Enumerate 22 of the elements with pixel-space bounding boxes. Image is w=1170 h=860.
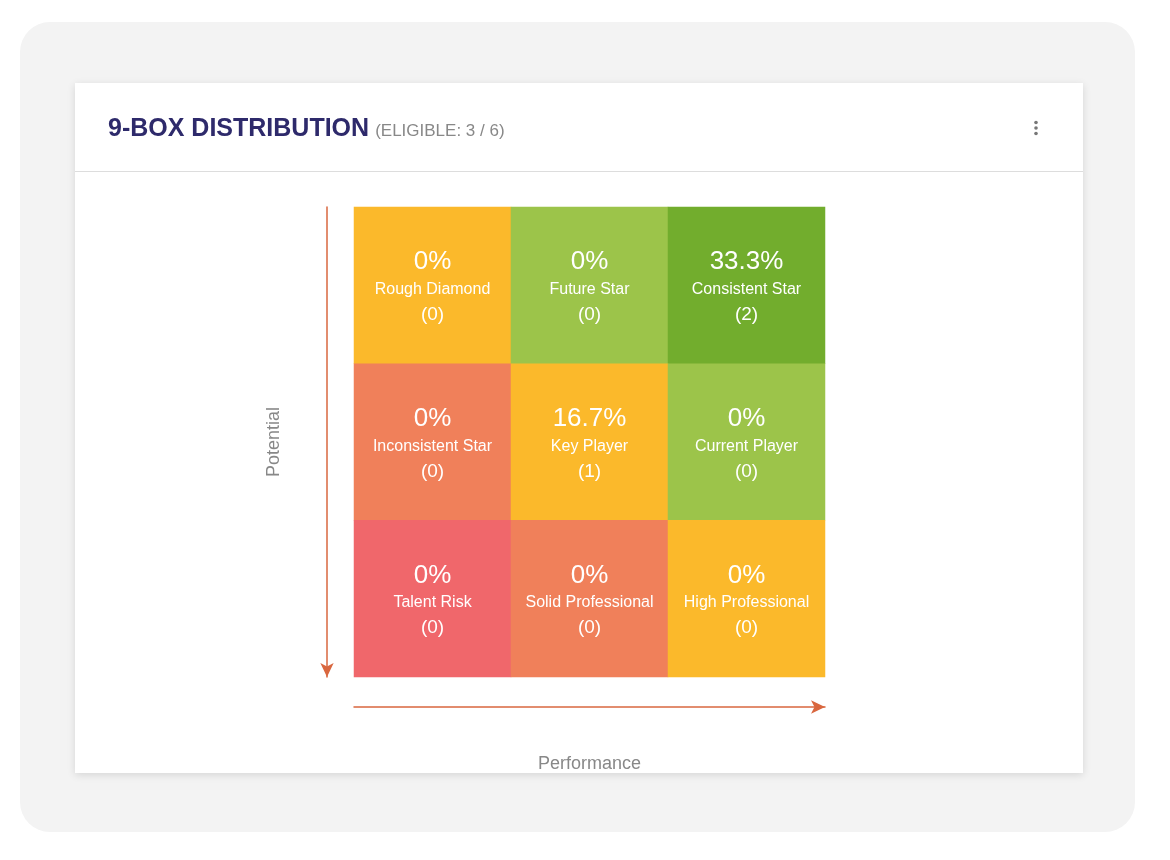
data-label: 0% bbox=[570, 558, 609, 589]
annotation: Solid Professional (0) bbox=[525, 593, 654, 638]
data-label: 0% bbox=[413, 402, 452, 432]
data-label: 0% bbox=[570, 245, 609, 276]
data-label: 16.7% bbox=[552, 402, 627, 432]
data-label: 0% bbox=[413, 245, 452, 276]
y-axis-title: Potential bbox=[263, 406, 283, 478]
annotation: Rough Diamond (0) bbox=[374, 279, 491, 324]
annotation: High Professional (0) bbox=[683, 593, 810, 638]
chart-title: 9-BOX DISTRIBUTION bbox=[108, 113, 370, 141]
data-label: 0% bbox=[727, 558, 766, 589]
annotation: Inconsistent Star (0) bbox=[372, 436, 493, 481]
chart-subtitle: (ELIGIBLE: 3 / 6) bbox=[375, 121, 505, 140]
annotation: Talent Risk (0) bbox=[393, 593, 473, 638]
x-axis-title: Performance bbox=[537, 753, 642, 773]
data-label: 0% bbox=[413, 558, 452, 589]
annotation: Consistent Star (2) bbox=[691, 279, 802, 324]
data-label: 33.3% bbox=[709, 245, 784, 276]
data-label: 0% bbox=[727, 402, 766, 432]
annotation: Current Player (0) bbox=[694, 436, 799, 481]
annotation: Future Star (0) bbox=[549, 279, 631, 324]
annotation: Key Player (1) bbox=[550, 436, 629, 481]
